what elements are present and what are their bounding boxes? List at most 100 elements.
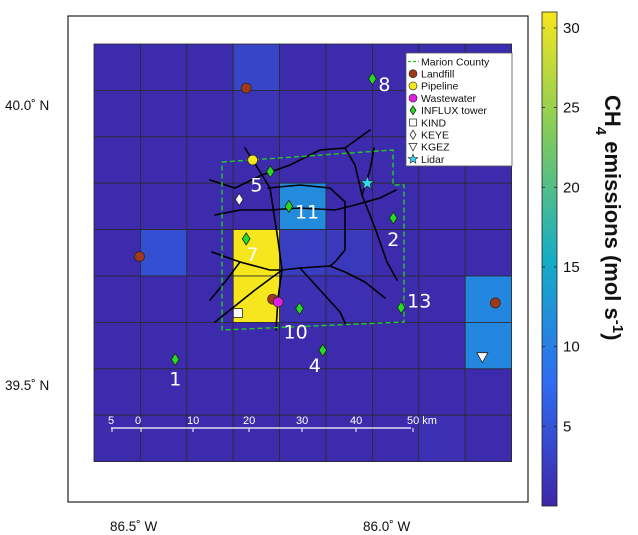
colorbar-tick-label: 25 xyxy=(563,100,580,117)
grid-cell xyxy=(418,368,466,416)
road xyxy=(214,269,283,323)
grid-cell xyxy=(186,90,234,138)
legend-item: KEYE xyxy=(409,129,449,142)
colorbar-tick-label: 10 xyxy=(563,339,580,356)
scale-bar-label: 20 xyxy=(243,415,255,427)
colorbar-tick-label: 5 xyxy=(563,418,571,435)
longitude-label: 86.0˚ W xyxy=(363,519,411,534)
grid-cell xyxy=(186,136,234,184)
grid-cell xyxy=(139,321,188,370)
grid-cell xyxy=(325,90,373,138)
road xyxy=(329,265,386,299)
influx-tower-marker xyxy=(170,352,180,367)
grid-cell xyxy=(325,229,373,277)
pipeline-marker xyxy=(247,154,259,166)
grid-cell xyxy=(93,43,141,91)
colorbar-title-part: ) xyxy=(600,333,625,340)
scale-bar-label: 50 km xyxy=(407,415,437,427)
grid-cell xyxy=(232,43,280,91)
road xyxy=(267,184,346,267)
tower-number-label: 2 xyxy=(387,229,399,251)
colorbar-tick-label: 15 xyxy=(563,259,580,276)
landfill-marker xyxy=(490,297,501,309)
grid-cell xyxy=(139,182,188,230)
grid-cell xyxy=(279,414,327,463)
grid-cell xyxy=(186,182,234,230)
grid-cell xyxy=(186,229,234,277)
scale-bar-label: 30 xyxy=(296,415,308,427)
grid-cell xyxy=(232,90,280,138)
grid-cell xyxy=(279,90,327,138)
legend-swatch xyxy=(409,105,417,116)
legend-item: Marion County xyxy=(408,56,490,68)
grid-cell xyxy=(186,43,234,91)
colorbar-title-part: 4 xyxy=(593,127,610,136)
influx-tower-marker xyxy=(368,72,377,86)
legend-item: KIND xyxy=(409,117,447,129)
markers: 1 2 4 5 7 8 10 11 13 xyxy=(134,72,501,391)
tower-number-label: 4 xyxy=(309,355,321,377)
grid-cell xyxy=(139,368,188,416)
legend-item: Wastewater xyxy=(408,93,477,105)
wastewater-marker xyxy=(272,296,284,308)
axis-labels: 40.0˚ N 39.5˚ N 86.5˚ W 86.0˚ W xyxy=(5,98,411,534)
road xyxy=(299,267,347,326)
grid-cell xyxy=(279,275,327,323)
lidar-marker xyxy=(359,175,375,190)
legend-label: Pipeline xyxy=(421,81,459,93)
influx-tower-marker xyxy=(265,164,275,179)
grid-cell xyxy=(139,414,188,463)
grid-cell xyxy=(418,229,466,277)
landfill-marker xyxy=(240,82,252,94)
colorbar: 5 10 15 20 25 30 CH4 emissions (mol s-1) xyxy=(541,11,627,507)
legend-label: KEYE xyxy=(421,130,449,142)
latitude-label: 39.5˚ N xyxy=(5,378,49,393)
influx-tower-marker xyxy=(295,301,304,316)
legend-label: Lidar xyxy=(421,154,445,166)
grid-cell xyxy=(418,275,466,323)
road xyxy=(211,251,331,271)
legend-item: Lidar xyxy=(407,153,445,166)
grid-cell xyxy=(232,414,280,463)
influx-tower-marker xyxy=(388,211,398,225)
grid-cell xyxy=(418,321,466,370)
grid-cell xyxy=(325,414,373,463)
legend-swatch xyxy=(408,69,418,78)
grid-cell xyxy=(186,368,234,416)
road xyxy=(344,147,398,281)
scale-bar-label: 5 xyxy=(108,415,114,427)
legend: Marion CountyLandfillPipelineWastewaterI… xyxy=(405,52,513,167)
legend-swatch xyxy=(408,143,418,152)
scale-bar: 5 0 10 20 30 40 50 km xyxy=(108,415,437,432)
legend-label: Landfill xyxy=(421,69,454,81)
tower-number-label: 8 xyxy=(378,74,390,96)
legend-item: Landfill xyxy=(408,69,454,81)
legend-swatch xyxy=(408,81,418,91)
grid-cell xyxy=(139,90,188,138)
legend-label: KIND xyxy=(421,117,447,129)
grid-cell xyxy=(93,90,141,138)
grid-cell xyxy=(464,182,513,230)
kind-airport-marker xyxy=(232,308,243,319)
grid-cell xyxy=(371,275,420,323)
legend-item: KGEZ xyxy=(408,142,450,154)
grid-cell xyxy=(93,136,141,184)
grid-cell xyxy=(139,275,188,323)
grid-cell xyxy=(232,368,280,416)
grid-cell xyxy=(418,182,466,230)
legend-item: INFLUX tower xyxy=(409,105,487,117)
grid-cell xyxy=(93,182,141,230)
influx-tower-marker xyxy=(396,300,406,315)
road xyxy=(209,261,241,301)
legend-label: Wastewater xyxy=(421,93,477,105)
tower-number-label: 7 xyxy=(246,244,258,266)
grid-cell xyxy=(325,368,373,416)
grid-cell xyxy=(93,275,141,323)
legend-swatch xyxy=(409,118,417,127)
grid-cell xyxy=(325,321,373,370)
grid-cell xyxy=(325,136,373,184)
scale-bar-label: 40 xyxy=(350,415,362,427)
influx-tower-marker xyxy=(284,199,294,214)
grid-cell xyxy=(279,136,327,184)
grid-cell xyxy=(464,414,513,463)
